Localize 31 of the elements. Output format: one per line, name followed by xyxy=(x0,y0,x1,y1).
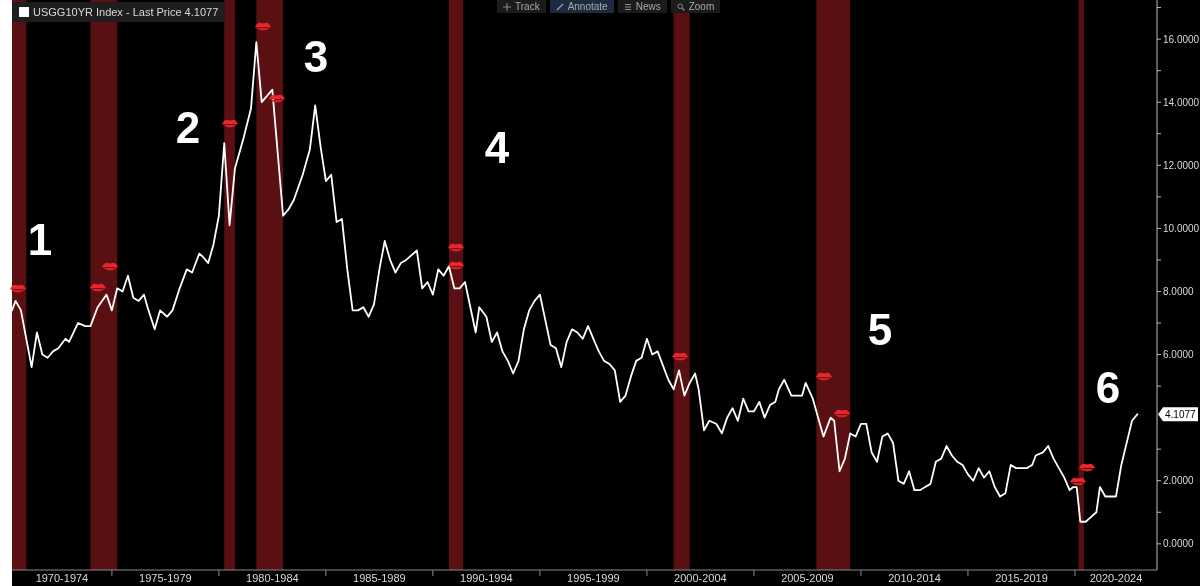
annotation: 6 xyxy=(1095,363,1121,413)
x-tick-label: 1980-1984 xyxy=(246,572,299,584)
x-tick-label: 1975-1979 xyxy=(139,572,192,584)
y-tick-label: 0.0000 xyxy=(1163,538,1195,550)
annotation: 3 xyxy=(303,32,329,82)
y-tick-label: 10.0000 xyxy=(1163,222,1200,234)
x-tick-label: 2015-2019 xyxy=(995,572,1048,584)
x-tick-label: 2000-2004 xyxy=(674,572,727,584)
x-tick-label: 1985-1989 xyxy=(353,572,406,584)
annotation: 5 xyxy=(867,305,893,355)
x-tick-label: 2020-2024 xyxy=(1089,572,1143,584)
y-tick-label: 12.0000 xyxy=(1163,159,1200,171)
x-tick-label: 1995-1999 xyxy=(567,572,620,584)
annotation: 4 xyxy=(484,123,510,173)
annotation: 2 xyxy=(175,103,201,153)
y-tick-label: 6.0000 xyxy=(1163,349,1195,361)
annotation: News xyxy=(635,1,661,12)
annotation: Track xyxy=(515,1,540,12)
annotation: Zoom xyxy=(688,1,715,12)
legend-label: USGG10YR Index - Last Price 4.1077 xyxy=(33,6,219,18)
annotation: Annotate xyxy=(567,1,608,12)
x-tick-label: 1970-1974 xyxy=(35,572,89,584)
annotation: 1 xyxy=(27,215,53,265)
y-tick-label: 8.0000 xyxy=(1163,285,1195,297)
text: 4.1077 xyxy=(1165,408,1197,420)
y-tick-label: 16.0000 xyxy=(1163,33,1200,45)
x-tick-label: 1990-1994 xyxy=(460,572,513,584)
y-tick-label: 2.0000 xyxy=(1163,475,1195,487)
y-tick-label: 14.0000 xyxy=(1163,96,1200,108)
x-tick-label: 2010-2014 xyxy=(888,572,941,584)
x-tick-label: 2005-2009 xyxy=(781,572,834,584)
